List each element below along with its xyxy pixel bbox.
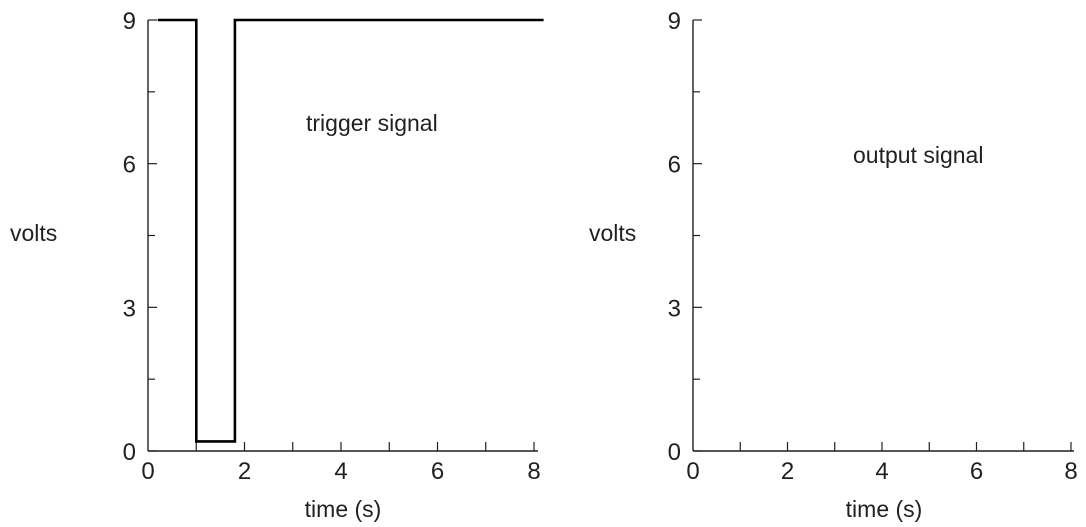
trigger-ytick-label: 6 bbox=[123, 152, 136, 179]
trigger-xlabel: time (s) bbox=[305, 496, 382, 522]
trigger-signal-line bbox=[157, 18, 544, 443]
trigger-xtick-label: 8 bbox=[527, 458, 540, 485]
trigger-xtick-label: 2 bbox=[238, 458, 251, 485]
output-chart: volts output signal 0 3 6 9 0 2 4 6 8 time (s) bbox=[589, 8, 1078, 522]
output-annotation: output signal bbox=[853, 142, 983, 168]
output-ytick-label: 6 bbox=[668, 152, 681, 179]
output-xtick-label: 8 bbox=[1064, 458, 1077, 485]
output-xtick-label: 4 bbox=[875, 458, 888, 485]
output-y-ticks: 0 3 6 9 bbox=[668, 8, 702, 466]
trigger-annotation: trigger signal bbox=[306, 110, 438, 136]
trigger-series bbox=[157, 18, 544, 443]
trigger-ytick-label: 0 bbox=[123, 439, 136, 466]
output-ytick-label: 3 bbox=[668, 295, 681, 322]
output-ytick-label: 0 bbox=[668, 439, 681, 466]
trigger-x-ticks: 0 2 4 6 8 bbox=[141, 442, 541, 485]
output-x-ticks: 0 2 4 6 8 bbox=[686, 442, 1078, 485]
output-xlabel: time (s) bbox=[846, 496, 923, 522]
trigger-ytick-label: 3 bbox=[123, 295, 136, 322]
output-ylabel: volts bbox=[589, 220, 636, 246]
trigger-xtick-label: 4 bbox=[334, 458, 347, 485]
output-xtick-label: 0 bbox=[686, 458, 699, 485]
trigger-chart: volts trigger signal 0 3 6 9 0 2 4 6 8 time (s) bbox=[10, 8, 544, 522]
trigger-ylabel: volts bbox=[10, 220, 57, 246]
output-ytick-label: 9 bbox=[668, 8, 681, 35]
trigger-xtick-label: 0 bbox=[141, 458, 154, 485]
trigger-y-ticks: 0 3 6 9 bbox=[123, 8, 157, 466]
output-xtick-label: 2 bbox=[781, 458, 794, 485]
trigger-ytick-label: 9 bbox=[123, 8, 136, 35]
output-xtick-label: 6 bbox=[970, 458, 983, 485]
trigger-xtick-label: 6 bbox=[431, 458, 444, 485]
